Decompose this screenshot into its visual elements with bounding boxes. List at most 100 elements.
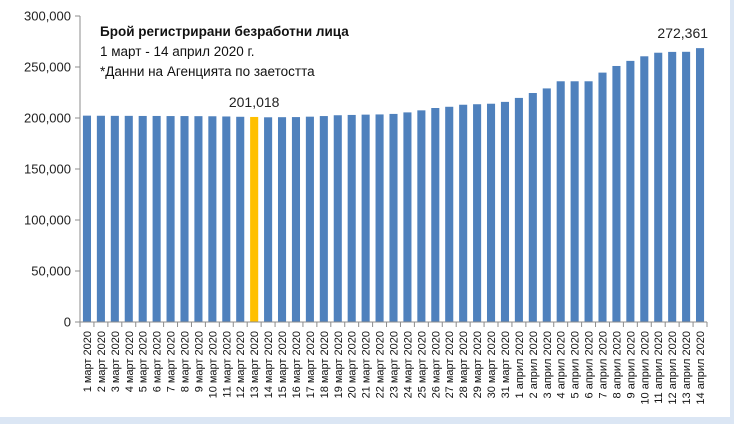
- category-label: 14 април 2020: [695, 331, 707, 405]
- bar: [152, 115, 161, 323]
- category-label: 1 март 2020: [82, 331, 94, 392]
- bar: [612, 65, 621, 322]
- category-label: 7 март 2020: [166, 331, 178, 392]
- category-label: 8 април 2020: [611, 331, 623, 398]
- bar: [208, 116, 217, 323]
- category-label: 17 март 2020: [305, 331, 317, 398]
- bar: [124, 115, 133, 322]
- bar: [166, 116, 175, 322]
- y-axis: 0 50,000 100,000 150,000 200,000 250,000 300,0…: [24, 9, 81, 330]
- category-label: 12 март 2020: [235, 331, 247, 398]
- chart-note: *Данни на Агенцията по заетостта: [100, 64, 315, 79]
- bar: [584, 81, 593, 322]
- category-label: 23 март 2020: [389, 331, 401, 398]
- chart-subtitle: 1 март - 14 април 2020 г.: [100, 44, 255, 59]
- y-tick-label: 150,000: [24, 162, 71, 177]
- bar: [528, 93, 537, 322]
- bar: [389, 113, 398, 322]
- category-label: 5 март 2020: [138, 331, 150, 392]
- bar: [486, 103, 496, 322]
- bar: [110, 115, 119, 322]
- bar: [319, 116, 328, 322]
- bar: [695, 48, 705, 322]
- bar: [333, 115, 342, 322]
- category-label: 11 април 2020: [653, 331, 665, 404]
- x-axis: [79, 321, 708, 327]
- y-tick-label: 0: [64, 315, 71, 330]
- category-label: 12 април 2020: [667, 331, 679, 405]
- category-label: 3 април 2020: [542, 331, 554, 398]
- y-tick-label: 200,000: [24, 111, 71, 126]
- category-label: 4 април 2020: [556, 331, 568, 398]
- category-label: 28 март 2020: [458, 331, 470, 398]
- y-tick-label: 100,000: [24, 213, 71, 228]
- category-label: 27 март 2020: [444, 331, 456, 398]
- category-label: 19 март 2020: [333, 331, 345, 398]
- category-label: 3 март 2020: [110, 331, 122, 392]
- bar: [556, 81, 565, 322]
- bar: [236, 116, 245, 322]
- category-label: 11 март 2020: [221, 331, 233, 398]
- category-label: 9 март 2020: [193, 331, 205, 392]
- bar: [347, 114, 356, 322]
- category-label: 24 март 2020: [402, 331, 414, 398]
- category-label: 14 март 2020: [263, 331, 275, 398]
- bar: [138, 115, 147, 323]
- category-label: 1 април 2020: [514, 331, 526, 398]
- category-label: 2 март 2020: [96, 331, 108, 392]
- category-label: 20 март 2020: [347, 331, 359, 398]
- category-label: 9 април 2020: [625, 331, 637, 398]
- category-label: 15 март 2020: [277, 331, 289, 398]
- category-label: 22 март 2020: [375, 331, 387, 398]
- y-tick-label: 50,000: [31, 264, 71, 279]
- category-label: 26 март 2020: [430, 331, 442, 398]
- bar: [291, 117, 301, 322]
- bar: [277, 117, 287, 323]
- bar: [194, 116, 203, 322]
- bar-series: [82, 48, 705, 323]
- data-labels: 201,018 272,361: [229, 25, 708, 110]
- category-label: 13 април 2020: [681, 331, 693, 405]
- bar: [96, 115, 105, 322]
- bar: [403, 112, 412, 322]
- category-label: 31 март 2020: [500, 331, 512, 398]
- bar: [264, 117, 273, 322]
- category-labels: 1 март 2020 2 март 2020 3 март 2020 4 март …: [82, 331, 707, 405]
- data-label: 272,361: [657, 25, 708, 41]
- category-label: 30 март 2020: [486, 331, 498, 398]
- bar: [668, 51, 677, 323]
- bar: [654, 52, 663, 322]
- bar: [473, 104, 482, 322]
- category-label: 25 март 2020: [416, 331, 428, 398]
- bar: [375, 114, 384, 323]
- bar: [542, 88, 551, 322]
- category-label: 21 март 2020: [361, 331, 373, 398]
- data-label: 201,018: [229, 94, 280, 110]
- category-label: 10 април 2020: [639, 331, 651, 405]
- category-label: 18 март 2020: [319, 331, 331, 398]
- category-label: 4 март 2020: [124, 331, 136, 392]
- category-label: 16 март 2020: [291, 331, 303, 398]
- bar: [445, 106, 454, 322]
- bar: [222, 116, 231, 322]
- bar: [682, 51, 691, 323]
- category-label: 8 март 2020: [180, 331, 192, 392]
- category-label: 6 април 2020: [584, 331, 596, 398]
- category-label: 5 април 2020: [570, 331, 582, 398]
- bar: [82, 115, 92, 323]
- bar: [500, 101, 510, 322]
- y-tick-label: 250,000: [24, 60, 71, 75]
- bar: [598, 72, 607, 322]
- bar: [626, 60, 635, 322]
- bar: [640, 56, 649, 322]
- category-label: 6 март 2020: [152, 331, 164, 392]
- category-label: 7 април 2020: [598, 331, 610, 398]
- bar: [180, 116, 189, 322]
- bar: [431, 108, 440, 322]
- chart-title: Брой регистрирани безработни лица: [100, 24, 349, 39]
- bar: [417, 110, 426, 322]
- category-label: 2 април 2020: [528, 331, 540, 398]
- bar-highlight: [250, 116, 259, 323]
- bar: [459, 104, 468, 323]
